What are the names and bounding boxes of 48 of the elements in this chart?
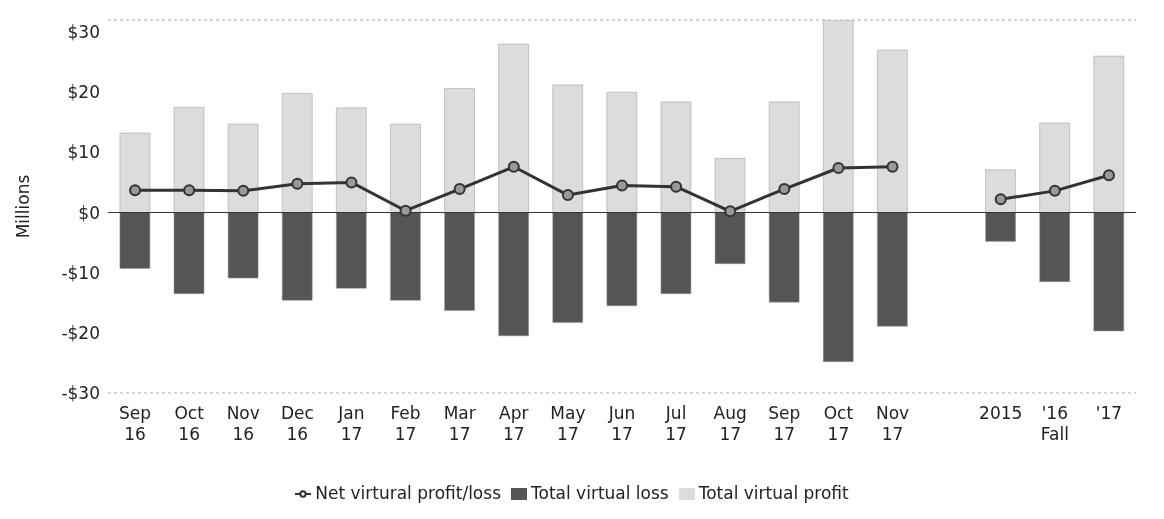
y-tick-label: -$20: [61, 322, 100, 343]
y-tick-label: -$10: [61, 262, 100, 283]
point: [237, 184, 250, 197]
point: [561, 189, 574, 202]
text: Fall: [1040, 424, 1069, 444]
legend-label: Net virtural profit/loss: [315, 483, 501, 503]
x-tick-label: '16: [1041, 403, 1068, 423]
point: [832, 162, 845, 174]
x-tick-label: Jul 17: [664, 403, 687, 444]
y-tick-label: $30: [67, 22, 100, 43]
y-tick-label: -$30: [61, 383, 100, 404]
x-tick-label: Apr 17: [499, 403, 529, 444]
point: [994, 193, 1007, 206]
y-axis-title: Millions: [13, 174, 34, 239]
point: [399, 204, 412, 217]
point: [1102, 169, 1115, 182]
x-tick-label: Feb 17: [390, 403, 421, 444]
legend-label: Total virtual profit: [698, 483, 849, 503]
x-tick-label: 2015: [979, 403, 1023, 423]
point: [507, 160, 520, 173]
x-tick-label: Jun 17: [607, 403, 636, 444]
y-tick-label: $20: [67, 82, 100, 103]
point: [291, 177, 304, 190]
x-tick-label: Mar 17: [443, 403, 476, 444]
point: [129, 184, 142, 197]
legend-label: Total virtual loss: [531, 483, 669, 503]
point: [778, 183, 791, 196]
x-tick-label: Dec 16: [280, 403, 314, 444]
y-tick-label: $10: [67, 142, 100, 163]
point: [453, 183, 466, 196]
point: [345, 176, 358, 189]
x-tick-label: Oct 16: [174, 403, 205, 444]
point: [183, 184, 196, 197]
x-tick-label: May 17: [550, 403, 586, 444]
x-tick-label: Oct 17: [823, 403, 854, 444]
x-tick-label: Aug 17: [713, 403, 747, 444]
point: [886, 160, 899, 173]
point: [1048, 184, 1061, 197]
x-tick-label: Jan 17: [337, 403, 365, 444]
point: [724, 205, 737, 218]
x-tick-label: Nov 17: [875, 403, 910, 444]
x-tick-label: Sep 16: [119, 403, 152, 444]
x-tick-label: '17: [1095, 403, 1123, 423]
x-tick-label: Nov 16: [226, 403, 260, 444]
y-tick-label: $0: [78, 202, 100, 223]
point: [670, 180, 683, 193]
point: [616, 179, 628, 192]
x-tick-label: Sep 17: [768, 403, 801, 444]
